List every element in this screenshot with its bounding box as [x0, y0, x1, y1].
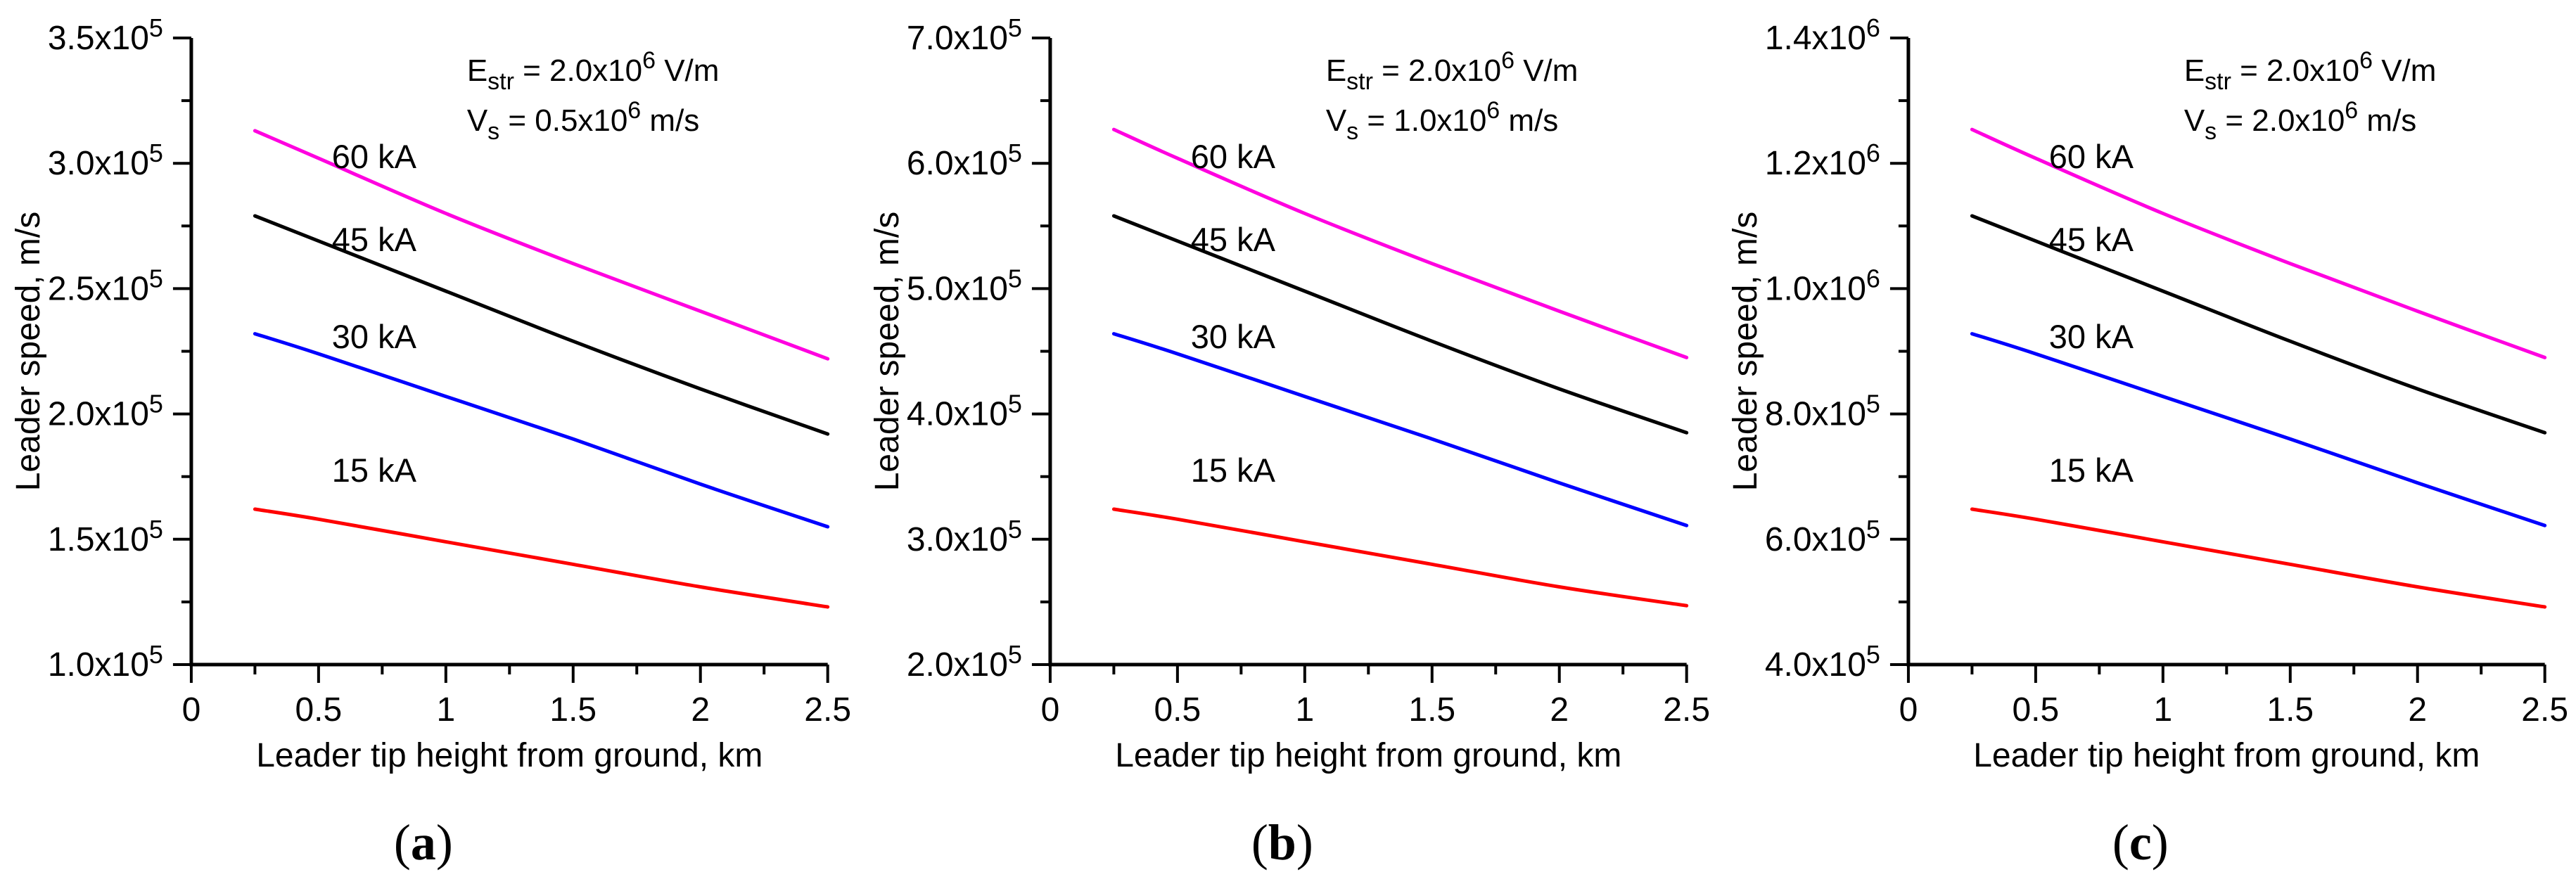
x-tick-label: 0.5 — [1154, 691, 1201, 729]
x-tick-label: 1 — [1295, 691, 1314, 729]
y-tick-label: 2.5x105 — [48, 264, 163, 307]
x-tick-label: 1.5 — [549, 691, 597, 729]
panel-letter: (c) — [2112, 814, 2169, 871]
y-tick-label: 6.0x105 — [907, 139, 1022, 182]
x-tick-label: 1 — [436, 691, 455, 729]
curve-60-ka — [253, 129, 830, 361]
x-tick-label: 0.5 — [2013, 691, 2060, 729]
annotation-line-1: Estr = 2.0x106 V/m — [1325, 47, 1578, 95]
panel-a: 3.5x105 3.0x105 2.5x105 2.0x105 1.5x105 1.0x1… — [0, 0, 859, 884]
panel-letter: (a) — [394, 814, 453, 871]
y-tick-label: 1.0x106 — [1765, 264, 1880, 307]
curve-label-45-ka: 45 kA — [2049, 221, 2134, 258]
x-tick-label: 2.5 — [1663, 691, 1710, 729]
annotation-line-1: Estr = 2.0x106 V/m — [2184, 47, 2437, 95]
y-tick-label: 4.0x105 — [907, 390, 1022, 433]
annotation-line-2: Vs = 1.0x106 m/s — [1325, 97, 1557, 145]
y-tick-label: 5.0x105 — [907, 264, 1022, 307]
curve-label-45-ka: 45 kA — [332, 221, 417, 258]
annotation-line-1: Estr = 2.0x106 V/m — [467, 47, 720, 95]
panel-c-chart: 1.4x106 1.2x106 1.0x106 8.0x105 6.0x105 4.0x1… — [1727, 13, 2569, 871]
y-tick-label: 2.0x105 — [907, 640, 1022, 684]
curve-60-ka — [1111, 127, 1688, 359]
y-axis-title: Leader speed, m/s — [10, 212, 47, 492]
x-tick-label: 1.5 — [2267, 691, 2314, 729]
curve-45-ka — [253, 214, 830, 436]
curve-15-ka — [253, 507, 830, 609]
x-tick-label: 0 — [1899, 691, 1918, 729]
curve-30-ka — [1111, 332, 1688, 527]
panel-c: 1.4x106 1.2x106 1.0x106 8.0x105 6.0x105 4.0x1… — [1717, 0, 2576, 884]
curve-label-15-ka: 15 kA — [2049, 451, 2134, 489]
curve-label-60-ka: 60 kA — [1190, 138, 1275, 175]
x-tick-label: 2.5 — [804, 691, 851, 729]
y-tick-label: 8.0x105 — [1765, 390, 1880, 433]
y-tick-label: 6.0x105 — [1765, 515, 1880, 558]
panel-a-chart: 3.5x105 3.0x105 2.5x105 2.0x105 1.5x105 1.0x1… — [10, 13, 851, 871]
curve-15-ka — [1111, 507, 1688, 608]
y-axis-title: Leader speed, m/s — [869, 212, 906, 492]
curve-15-ka — [1970, 507, 2547, 609]
annotation-line-2: Vs = 2.0x106 m/s — [2184, 97, 2416, 145]
x-tick-label: 2 — [2409, 691, 2428, 729]
y-tick-label: 4.0x105 — [1765, 640, 1880, 684]
x-tick-label: 0 — [1040, 691, 1059, 729]
y-tick-label: 3.0x105 — [907, 515, 1022, 558]
x-tick-label: 0.5 — [295, 691, 343, 729]
x-axis-title: Leader tip height from ground, km — [1974, 737, 2480, 774]
x-tick-label: 0 — [182, 691, 201, 729]
y-tick-label: 1.5x105 — [48, 515, 163, 558]
curve-45-ka — [1970, 214, 2547, 435]
x-axis-title: Leader tip height from ground, km — [256, 737, 763, 774]
panel-letter: (b) — [1251, 814, 1313, 871]
curve-label-60-ka: 60 kA — [332, 138, 417, 175]
curve-label-30-ka: 30 kA — [1190, 318, 1275, 355]
x-tick-label: 2 — [691, 691, 710, 729]
curve-label-60-ka: 60 kA — [2049, 138, 2134, 175]
y-tick-label: 7.0x105 — [907, 13, 1022, 57]
x-tick-label: 2.5 — [2522, 691, 2569, 729]
x-axis-title: Leader tip height from ground, km — [1115, 737, 1621, 774]
curve-label-30-ka: 30 kA — [2049, 318, 2134, 355]
y-tick-label: 2.0x105 — [48, 390, 163, 433]
y-tick-label: 1.4x106 — [1765, 13, 1880, 57]
curve-30-ka — [1970, 332, 2547, 527]
curve-label-15-ka: 15 kA — [1190, 451, 1275, 489]
curve-30-ka — [253, 332, 830, 529]
panel-b: 7.0x105 6.0x105 5.0x105 4.0x105 3.0x105 2.0x1… — [859, 0, 1718, 884]
curve-45-ka — [1111, 214, 1688, 435]
y-tick-label: 3.0x105 — [48, 139, 163, 182]
y-axis-title: Leader speed, m/s — [1727, 212, 1764, 492]
x-tick-label: 1.5 — [1408, 691, 1455, 729]
curve-label-45-ka: 45 kA — [1190, 221, 1275, 258]
x-tick-label: 1 — [2154, 691, 2173, 729]
curve-label-30-ka: 30 kA — [332, 318, 417, 355]
annotation-line-2: Vs = 0.5x106 m/s — [467, 97, 699, 145]
y-tick-label: 1.2x106 — [1765, 139, 1880, 182]
curve-label-15-ka: 15 kA — [332, 451, 417, 489]
curve-60-ka — [1970, 127, 2547, 359]
panel-b-chart: 7.0x105 6.0x105 5.0x105 4.0x105 3.0x105 2.0x1… — [869, 13, 1710, 871]
y-tick-label: 3.5x105 — [48, 13, 163, 57]
x-tick-label: 2 — [1550, 691, 1569, 729]
y-tick-label: 1.0x105 — [48, 640, 163, 684]
